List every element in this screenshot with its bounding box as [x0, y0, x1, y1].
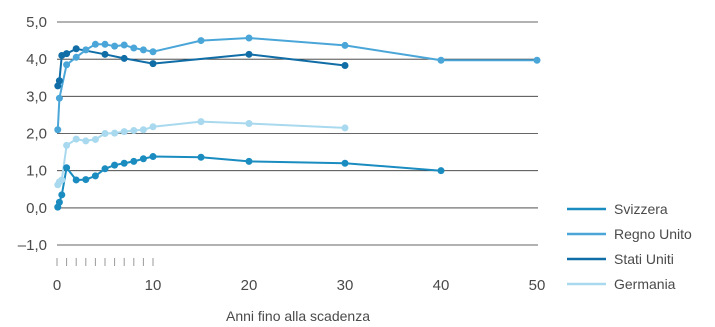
data-point-svizzera — [58, 191, 66, 199]
data-point-stati-uniti — [149, 60, 157, 68]
data-point-regno-unito — [55, 94, 63, 102]
y-tick-label: 0,0 — [26, 200, 47, 217]
x-axis-title: Anni fino alla scadenza — [226, 308, 370, 324]
data-point-regno-unito — [101, 40, 109, 48]
data-point-svizzera — [82, 176, 90, 184]
data-point-svizzera — [149, 153, 157, 161]
data-point-regno-unito — [245, 34, 253, 42]
legend-label-stati-uniti: Stati Uniti — [614, 251, 674, 267]
horizontal-gridlines — [57, 21, 538, 246]
data-point-regno-unito — [139, 46, 147, 54]
data-point-germania — [197, 118, 205, 126]
data-point-germania — [120, 128, 128, 136]
legend-label-regno-unito: Regno Unito — [614, 226, 692, 242]
data-point-svizzera — [91, 172, 99, 180]
data-point-stati-uniti — [101, 50, 109, 58]
data-point-germania — [63, 141, 71, 149]
data-point-regno-unito — [437, 56, 445, 64]
x-tick-label: 30 — [337, 277, 354, 294]
data-point-regno-unito — [120, 41, 128, 49]
series-lines — [56, 37, 537, 208]
data-point-svizzera — [111, 161, 119, 169]
data-point-stati-uniti — [341, 61, 349, 69]
data-point-germania — [139, 126, 147, 134]
x-tick-label: 50 — [529, 277, 546, 294]
data-point-stati-uniti — [55, 77, 63, 85]
data-point-svizzera — [120, 159, 128, 167]
data-point-svizzera — [72, 176, 80, 184]
data-point-germania — [82, 137, 90, 145]
data-point-regno-unito — [54, 126, 62, 134]
minor-x-ticks — [56, 258, 154, 266]
data-point-svizzera — [63, 164, 71, 172]
data-point-svizzera — [437, 167, 445, 175]
series-line-stati-uniti — [56, 47, 346, 87]
y-tick-label: 2,0 — [26, 126, 47, 143]
x-axis-tick-labels: 0 10 20 30 40 50 — [53, 277, 546, 294]
data-point-regno-unito — [111, 42, 119, 50]
data-point-regno-unito — [72, 53, 80, 61]
data-point-germania — [149, 123, 157, 131]
y-tick-label: 3,0 — [26, 88, 47, 105]
data-point-regno-unito — [197, 37, 205, 45]
series-line-regno-unito — [56, 37, 537, 130]
y-tick-label: 1,0 — [26, 163, 47, 180]
data-point-svizzera — [197, 153, 205, 161]
data-point-svizzera — [101, 165, 109, 173]
data-point-svizzera — [341, 159, 349, 167]
data-point-germania — [101, 130, 109, 137]
y-axis-tick-labels: 5,0 4,0 3,0 2,0 1,0 0,0 –1,0 — [18, 14, 47, 254]
data-point-stati-uniti — [245, 50, 253, 58]
series-line-germania — [56, 120, 346, 186]
data-point-stati-uniti — [72, 45, 80, 53]
data-point-germania — [91, 135, 99, 143]
data-point-svizzera — [139, 155, 147, 163]
data-point-regno-unito — [149, 48, 157, 56]
y-tick-label: 5,0 — [26, 14, 47, 31]
data-point-regno-unito — [91, 40, 99, 48]
x-tick-label: 0 — [53, 277, 61, 294]
data-point-svizzera — [245, 157, 253, 165]
data-point-regno-unito — [341, 41, 349, 49]
legend-label-svizzera: Svizzera — [614, 201, 668, 217]
x-tick-label: 40 — [433, 277, 450, 294]
x-tick-label: 10 — [145, 277, 162, 294]
series-points — [54, 34, 541, 211]
data-point-germania — [72, 135, 80, 143]
legend-label-germania: Germania — [614, 276, 676, 292]
data-point-germania — [111, 129, 119, 137]
data-point-regno-unito — [130, 44, 138, 52]
data-point-svizzera — [55, 198, 63, 206]
x-tick-label: 20 — [241, 277, 258, 294]
data-point-germania — [58, 176, 66, 184]
data-point-germania — [130, 127, 138, 135]
data-point-germania — [341, 124, 349, 132]
data-point-regno-unito — [63, 61, 71, 69]
y-tick-label: –1,0 — [18, 237, 47, 254]
y-tick-label: 4,0 — [26, 51, 47, 68]
data-point-germania — [245, 119, 253, 127]
data-point-regno-unito — [533, 56, 541, 64]
data-point-svizzera — [130, 157, 138, 165]
data-point-regno-unito — [82, 46, 90, 54]
data-point-stati-uniti — [63, 50, 71, 58]
data-point-stati-uniti — [120, 54, 128, 62]
legend: Svizzera Regno Unito Stati Uniti Germania — [567, 201, 692, 292]
